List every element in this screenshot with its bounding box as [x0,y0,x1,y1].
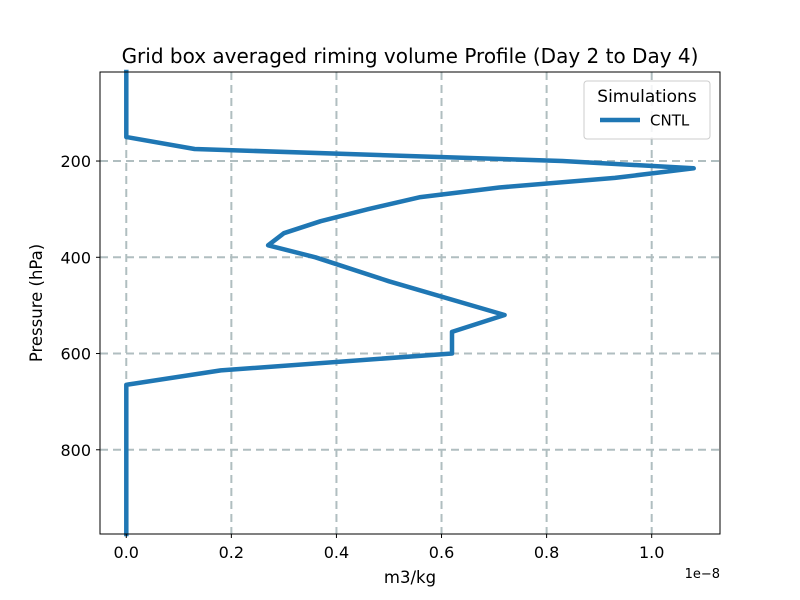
y-tick-label: 600 [60,345,91,364]
legend-title: Simulations [597,87,697,107]
legend-box [583,80,711,140]
x-tick-label: 1.0 [639,543,664,562]
x-axis-offset-text: 1e−8 [685,567,720,582]
x-axis-ticks: 0.0 0.2 0.4 0.6 0.8 1.0 [114,534,664,562]
y-tick-label: 800 [60,441,91,460]
x-tick-label: 0.0 [114,543,139,562]
y-axis-label: Pressure (hPa) [27,244,46,362]
series-line-cntl [124,69,696,537]
series-layer [124,69,696,537]
y-axis-ticks: 200 400 600 800 [60,152,100,460]
legend: Simulations CNTL [583,80,711,140]
legend-label-cntl: CNTL [650,112,690,130]
chart-title: Grid box averaged riming volume Profile … [122,44,699,68]
plot-area-frame [99,71,721,535]
x-tick-label: 0.6 [429,543,454,562]
x-tick-label: 0.8 [534,543,559,562]
y-tick-label: 200 [60,152,91,171]
x-axis-label: m3/kg [384,568,436,587]
x-tick-label: 0.4 [324,543,349,562]
y-tick-label: 400 [60,248,91,267]
x-tick-label: 0.2 [219,543,244,562]
